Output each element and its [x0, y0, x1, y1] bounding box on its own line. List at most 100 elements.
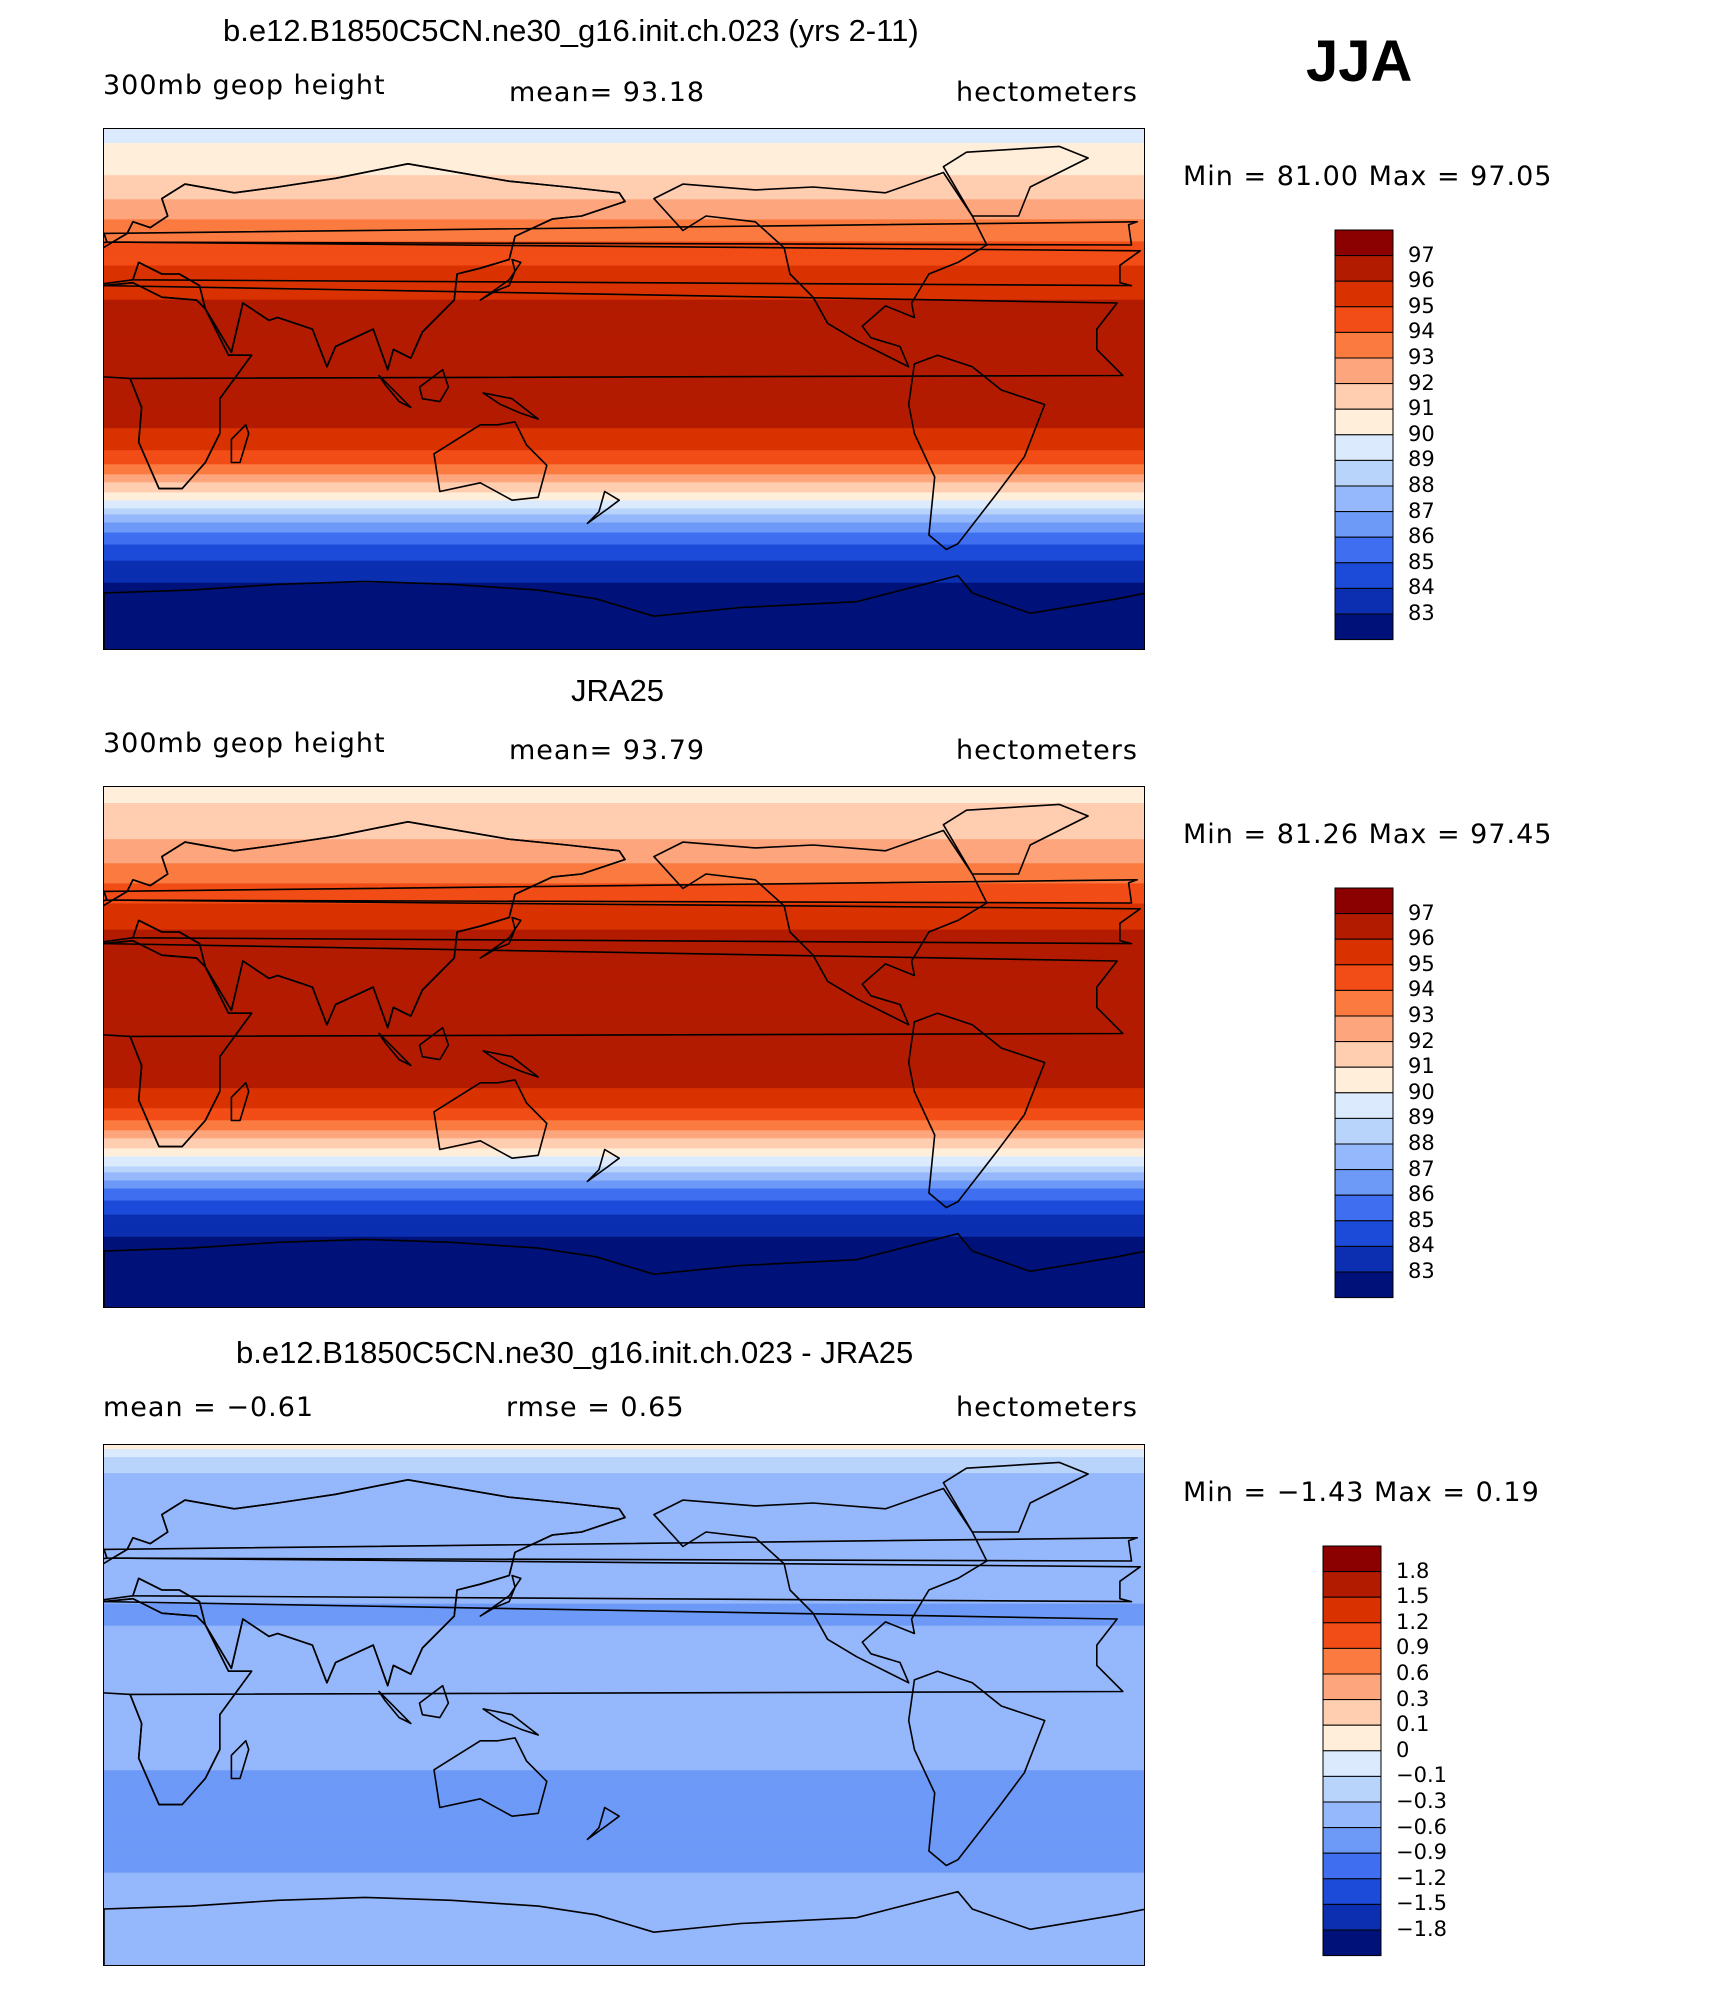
contour-band [104, 211, 1144, 214]
contour-band [104, 1844, 1144, 1848]
contour-band [104, 283, 1144, 287]
contour-band [104, 259, 1144, 263]
contour-band [104, 295, 1144, 299]
contour-band [104, 165, 1144, 168]
contour-band [104, 576, 1144, 580]
contour-band [104, 1774, 1144, 1777]
contour-band [104, 963, 1144, 967]
contour-band [104, 1196, 1144, 1200]
contour-band [104, 141, 1144, 144]
contour-band [104, 129, 1144, 132]
contour-band [104, 1210, 1144, 1214]
contour-band [104, 1465, 1144, 1468]
colorbar-swatch [1334, 536, 1394, 564]
contour-band [104, 1728, 1144, 1731]
contour-band [104, 921, 1144, 925]
panel2-units-label: hectometers [956, 735, 1138, 766]
contour-band [104, 995, 1144, 999]
contour-band [104, 596, 1144, 600]
contour-band [104, 1290, 1144, 1294]
contour-band [104, 1214, 1144, 1218]
contour-band [104, 987, 1144, 991]
contour-band [104, 1549, 1144, 1553]
contour-band [104, 1892, 1144, 1896]
contour-band [104, 1531, 1144, 1534]
contour-band [104, 341, 1144, 345]
contour-band [104, 1810, 1144, 1814]
colorbar-swatch [1322, 1622, 1382, 1649]
contour-band [104, 1746, 1144, 1749]
contour-band [104, 809, 1144, 812]
contour-band [104, 1142, 1144, 1145]
contour-band [104, 1041, 1144, 1045]
contour-band [104, 1788, 1144, 1791]
contour-band [104, 1840, 1144, 1844]
contour-band [104, 235, 1144, 239]
contour-band [104, 1076, 1144, 1079]
contour-band [104, 317, 1144, 321]
contour-band [104, 1675, 1144, 1679]
contour-band [104, 544, 1144, 548]
contour-band [104, 333, 1144, 337]
contour-band [104, 1645, 1144, 1649]
contour-band [104, 1716, 1144, 1719]
colorbar-tick-label: 1.2 [1396, 1609, 1430, 1634]
contour-band [104, 1138, 1144, 1141]
panel2-colorbar: 97 96 95 94 93 92 91 90 89 88 87 86 85 84 83 [1334, 887, 1435, 1299]
contour-band [104, 1641, 1144, 1645]
contour-band [104, 538, 1144, 542]
contour-band [104, 1665, 1144, 1669]
contour-band [104, 1866, 1144, 1870]
contour-band [104, 1828, 1144, 1832]
contour-band [104, 1794, 1144, 1797]
colorbar-tick-label: 95 [1408, 293, 1435, 318]
contour-band [104, 1808, 1144, 1811]
panel2-map [103, 786, 1145, 1308]
contour-band [104, 1029, 1144, 1033]
contour-band [104, 1667, 1144, 1671]
contour-band [104, 1928, 1144, 1932]
contour-band [104, 831, 1144, 834]
contour-band [104, 1471, 1144, 1474]
contour-band [104, 498, 1144, 502]
panel2-contour-svg [104, 787, 1144, 1307]
contour-band [104, 434, 1144, 437]
colorbar-swatch [1322, 1545, 1382, 1573]
coastline-eurasia-wrap [104, 162, 626, 371]
colorbar-swatch [1334, 1015, 1394, 1043]
contour-band [104, 1701, 1144, 1705]
colorbar-swatch [1334, 383, 1394, 410]
contour-band [104, 1820, 1144, 1824]
contour-band [104, 865, 1144, 868]
season-label: JJA [1306, 29, 1413, 94]
contour-band [104, 520, 1144, 524]
contour-band [104, 1952, 1144, 1956]
contour-band [104, 1001, 1144, 1005]
contour-band [104, 1848, 1144, 1852]
contour-band [104, 285, 1144, 289]
contour-band [104, 1302, 1144, 1306]
contour-band [104, 506, 1144, 510]
contour-band [104, 518, 1144, 522]
contour-band [104, 329, 1144, 333]
contour-band [104, 390, 1144, 393]
contour-band [104, 1154, 1144, 1158]
contour-band [104, 1194, 1144, 1198]
contour-band [104, 837, 1144, 840]
contour-band [104, 801, 1144, 804]
contour-band [104, 1236, 1144, 1240]
contour-band [104, 1581, 1144, 1585]
contour-band [104, 315, 1144, 319]
contour-band [104, 209, 1144, 212]
contour-band [104, 1764, 1144, 1767]
contour-band [104, 291, 1144, 295]
contour-band [104, 1910, 1144, 1914]
contour-band [104, 1934, 1144, 1938]
contour-band [104, 1306, 1144, 1307]
coastline-uk-wrap [104, 890, 108, 902]
contour-band [104, 464, 1144, 467]
contour-band [104, 901, 1144, 905]
contour-band [104, 1760, 1144, 1763]
coastline-uk [104, 879, 1139, 904]
contour-band [104, 1176, 1144, 1180]
